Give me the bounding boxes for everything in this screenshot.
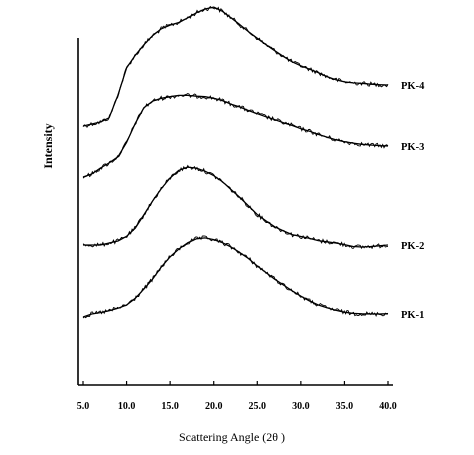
series-label-pk-3: PK-3 <box>401 142 424 153</box>
x-tick-label: 35.0 <box>336 401 354 412</box>
x-tick-label: 5.0 <box>77 401 90 412</box>
series-label-pk-2: PK-2 <box>401 241 424 252</box>
series-noise-pk-2 <box>82 164 388 250</box>
series-noise-pk-4 <box>82 5 389 128</box>
x-tick-label: 25.0 <box>249 401 267 412</box>
x-tick-label: 30.0 <box>292 401 310 412</box>
x-tick-label: 10.0 <box>118 401 136 412</box>
series-label-pk-4: PK-4 <box>401 81 425 92</box>
y-axis-title: Intensity <box>41 123 55 168</box>
x-tick-label: 40.0 <box>379 401 397 412</box>
series-noise-pk-1 <box>82 235 389 319</box>
series-noise-pk-3 <box>82 92 389 179</box>
x-tick-label: 20.0 <box>205 401 223 412</box>
x-tick-label: 15.0 <box>161 401 179 412</box>
series-line-pk-2 <box>83 166 389 248</box>
series-line-pk-4 <box>82 6 389 127</box>
series-label-pk-1: PK-1 <box>401 310 424 321</box>
series-line-pk-3 <box>82 94 389 178</box>
x-axis-title: Scattering Angle (2θ ) <box>179 430 285 444</box>
